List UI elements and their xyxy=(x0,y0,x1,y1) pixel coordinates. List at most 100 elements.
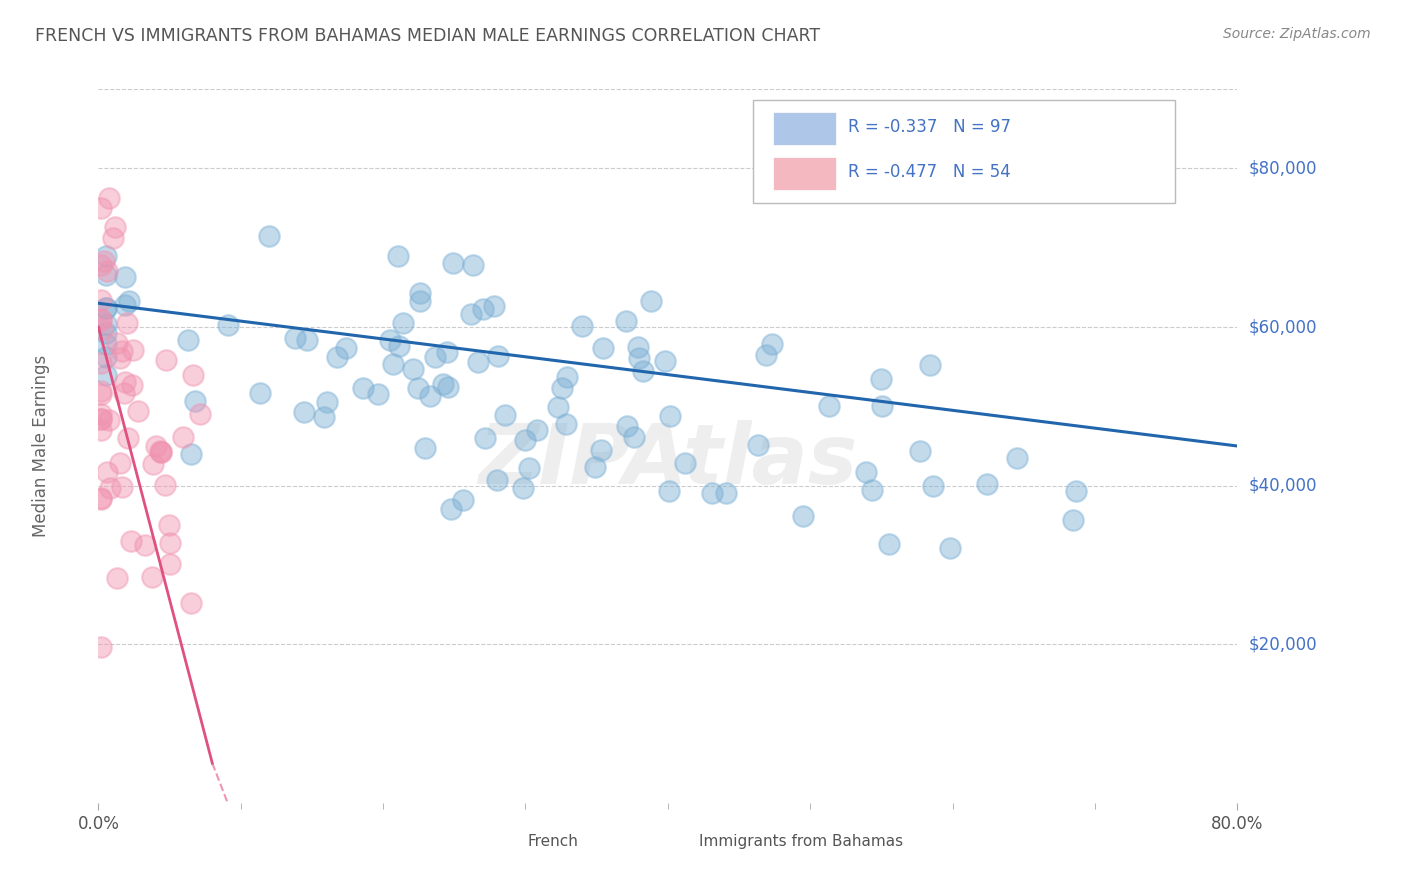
Point xyxy=(627,340,650,354)
Point xyxy=(441,256,464,270)
Point xyxy=(908,444,931,458)
Text: $60,000: $60,000 xyxy=(1249,318,1317,336)
Point xyxy=(551,381,574,395)
Point xyxy=(335,341,357,355)
Point xyxy=(114,298,136,312)
Point xyxy=(494,408,516,422)
Point xyxy=(316,394,339,409)
Point xyxy=(623,430,645,444)
Point xyxy=(976,476,998,491)
Point xyxy=(352,381,374,395)
Point xyxy=(104,219,127,234)
Point xyxy=(257,229,280,244)
Point xyxy=(326,350,349,364)
Point xyxy=(471,301,494,316)
Point xyxy=(101,231,124,245)
Point xyxy=(145,439,167,453)
Point xyxy=(547,400,569,414)
Point xyxy=(512,481,534,495)
Point xyxy=(591,443,613,458)
Point xyxy=(127,404,149,418)
Point xyxy=(592,341,614,355)
Point xyxy=(367,387,389,401)
Text: $40,000: $40,000 xyxy=(1249,476,1317,495)
Point xyxy=(387,249,409,263)
Point xyxy=(419,389,441,403)
Point xyxy=(117,431,139,445)
Point xyxy=(90,491,112,506)
Point xyxy=(460,307,482,321)
Point xyxy=(94,317,117,331)
Point xyxy=(180,596,202,610)
Point xyxy=(380,333,402,347)
Point xyxy=(94,351,117,365)
Text: FRENCH VS IMMIGRANTS FROM BAHAMAS MEDIAN MALE EARNINGS CORRELATION CHART: FRENCH VS IMMIGRANTS FROM BAHAMAS MEDIAN… xyxy=(35,27,820,45)
Point xyxy=(159,536,181,550)
Point xyxy=(474,431,496,445)
Point xyxy=(482,299,505,313)
Point xyxy=(436,380,458,394)
Text: French: French xyxy=(527,834,579,849)
Point xyxy=(114,375,136,389)
Point xyxy=(110,480,132,494)
Point xyxy=(860,483,883,497)
Point xyxy=(183,394,205,409)
Point xyxy=(877,537,900,551)
Point xyxy=(94,337,117,351)
Point xyxy=(388,339,411,353)
Point xyxy=(747,438,769,452)
Point xyxy=(90,293,112,307)
Point xyxy=(486,349,509,363)
FancyBboxPatch shape xyxy=(773,112,837,145)
Point xyxy=(94,301,117,315)
Point xyxy=(284,331,307,345)
Point xyxy=(217,318,239,333)
Point xyxy=(401,361,423,376)
Point xyxy=(177,333,200,347)
Point xyxy=(1005,450,1028,465)
Point xyxy=(406,381,429,395)
Point xyxy=(90,387,112,401)
Text: Immigrants from Bahamas: Immigrants from Bahamas xyxy=(699,834,903,849)
Point xyxy=(90,312,112,326)
Point xyxy=(94,301,117,315)
Point xyxy=(440,502,463,516)
Point xyxy=(855,465,877,479)
Point xyxy=(90,492,112,507)
Point xyxy=(391,316,413,330)
Point xyxy=(90,411,112,425)
Point xyxy=(105,336,128,351)
Point xyxy=(451,492,474,507)
Point xyxy=(628,351,651,365)
Point xyxy=(714,486,737,500)
Point xyxy=(513,433,536,447)
Point xyxy=(423,350,446,364)
Point xyxy=(157,517,180,532)
Point xyxy=(870,399,893,413)
Point xyxy=(94,249,117,263)
Point xyxy=(155,353,177,368)
FancyBboxPatch shape xyxy=(773,157,837,190)
Point xyxy=(869,372,891,386)
Point xyxy=(1064,484,1087,499)
Point xyxy=(658,483,681,498)
Point xyxy=(90,258,112,272)
Point xyxy=(183,368,205,383)
Point xyxy=(614,314,637,328)
Point xyxy=(180,447,202,461)
Point xyxy=(96,465,118,479)
Point xyxy=(172,430,194,444)
Text: Median Male Earnings: Median Male Earnings xyxy=(32,355,51,537)
Point xyxy=(517,461,540,475)
Point xyxy=(921,479,943,493)
Point xyxy=(673,457,696,471)
Point xyxy=(142,457,165,471)
Text: Source: ZipAtlas.com: Source: ZipAtlas.com xyxy=(1223,27,1371,41)
Point xyxy=(314,409,336,424)
Point xyxy=(150,444,173,458)
Point xyxy=(120,533,142,548)
Point xyxy=(938,541,960,556)
Point xyxy=(90,423,112,437)
Point xyxy=(90,313,112,327)
Text: R = -0.337   N = 97: R = -0.337 N = 97 xyxy=(848,118,1011,136)
